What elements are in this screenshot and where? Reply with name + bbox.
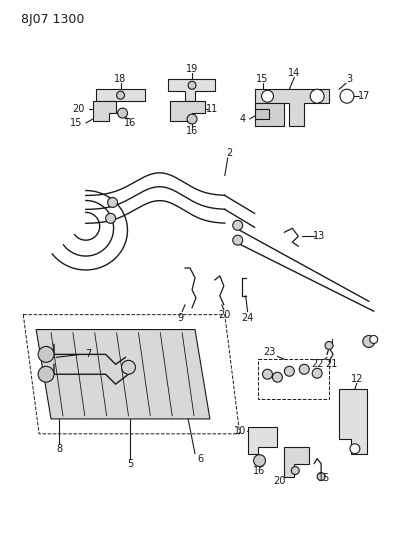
Circle shape bbox=[117, 108, 128, 118]
Circle shape bbox=[291, 466, 299, 474]
Text: 18: 18 bbox=[114, 74, 126, 84]
Circle shape bbox=[350, 444, 360, 454]
Text: 16: 16 bbox=[253, 465, 266, 475]
Circle shape bbox=[363, 335, 375, 348]
Text: 23: 23 bbox=[263, 348, 276, 358]
Circle shape bbox=[38, 366, 54, 382]
Polygon shape bbox=[255, 109, 269, 119]
Text: 20: 20 bbox=[219, 310, 231, 320]
Text: 17: 17 bbox=[358, 91, 370, 101]
Circle shape bbox=[273, 372, 282, 382]
Circle shape bbox=[262, 90, 273, 102]
Text: 4: 4 bbox=[240, 114, 246, 124]
Text: 12: 12 bbox=[351, 374, 363, 384]
Text: 6: 6 bbox=[197, 454, 203, 464]
Text: 10: 10 bbox=[234, 426, 246, 436]
Polygon shape bbox=[36, 329, 210, 419]
Circle shape bbox=[284, 366, 294, 376]
Polygon shape bbox=[168, 79, 215, 101]
Polygon shape bbox=[284, 447, 309, 477]
Text: 5: 5 bbox=[127, 458, 134, 469]
Circle shape bbox=[233, 235, 243, 245]
Polygon shape bbox=[248, 427, 277, 454]
Circle shape bbox=[233, 220, 243, 230]
Text: 7: 7 bbox=[85, 349, 92, 359]
Circle shape bbox=[121, 360, 136, 374]
Text: 22: 22 bbox=[311, 359, 323, 369]
Text: 8: 8 bbox=[56, 443, 62, 454]
Text: 3: 3 bbox=[346, 74, 352, 84]
Polygon shape bbox=[93, 101, 115, 121]
Circle shape bbox=[117, 91, 125, 99]
Circle shape bbox=[310, 89, 324, 103]
Circle shape bbox=[312, 368, 322, 378]
Circle shape bbox=[262, 369, 273, 379]
Polygon shape bbox=[96, 89, 145, 101]
Circle shape bbox=[106, 213, 115, 223]
Text: 13: 13 bbox=[313, 231, 325, 241]
Text: 20: 20 bbox=[72, 104, 85, 114]
Text: 15: 15 bbox=[318, 473, 330, 483]
Polygon shape bbox=[170, 101, 205, 121]
Polygon shape bbox=[255, 89, 329, 126]
Text: 9: 9 bbox=[177, 313, 183, 322]
Text: 16: 16 bbox=[125, 118, 137, 128]
Text: 11: 11 bbox=[206, 104, 218, 114]
Text: 15: 15 bbox=[70, 118, 82, 128]
Text: 2: 2 bbox=[227, 148, 233, 158]
Polygon shape bbox=[255, 103, 284, 126]
Circle shape bbox=[38, 346, 54, 362]
Circle shape bbox=[108, 198, 117, 207]
Text: 15: 15 bbox=[256, 74, 269, 84]
Text: 24: 24 bbox=[242, 313, 254, 322]
Polygon shape bbox=[339, 389, 367, 454]
Circle shape bbox=[317, 473, 325, 480]
Circle shape bbox=[188, 82, 196, 89]
Circle shape bbox=[187, 114, 197, 124]
Circle shape bbox=[370, 335, 378, 343]
Text: 16: 16 bbox=[186, 126, 198, 136]
Circle shape bbox=[254, 455, 266, 466]
Circle shape bbox=[299, 365, 309, 374]
Text: 19: 19 bbox=[186, 64, 198, 75]
Circle shape bbox=[325, 342, 333, 350]
Circle shape bbox=[340, 89, 354, 103]
Text: 20: 20 bbox=[273, 477, 286, 487]
Text: 14: 14 bbox=[288, 68, 301, 78]
Text: 21: 21 bbox=[325, 359, 337, 369]
Text: 8J07 1300: 8J07 1300 bbox=[21, 13, 85, 26]
